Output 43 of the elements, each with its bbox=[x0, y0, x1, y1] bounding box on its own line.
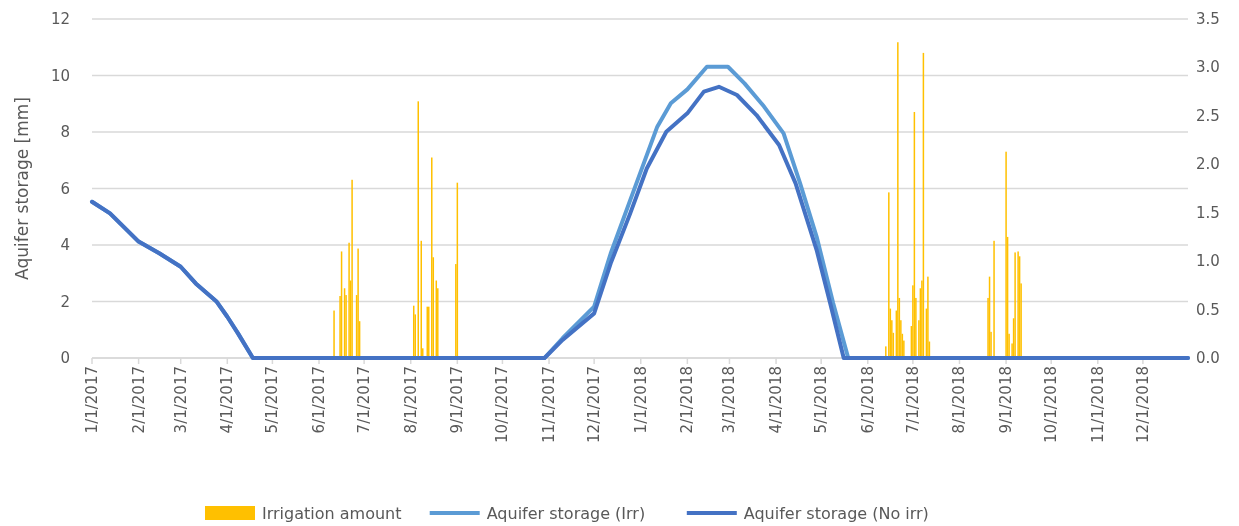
x-tick-label: 12/1/2017 bbox=[585, 366, 604, 443]
y-tick-label: 10 bbox=[50, 66, 70, 85]
y2-tick-label: 0.0 bbox=[1196, 349, 1220, 367]
x-tick-label: 11/1/2018 bbox=[1088, 366, 1107, 443]
legend-label: Irrigation amount bbox=[262, 504, 402, 523]
x-tick-label: 8/1/2017 bbox=[401, 366, 420, 434]
x-tick-label: 5/1/2017 bbox=[263, 366, 282, 434]
y-tick-label: 8 bbox=[60, 123, 70, 141]
x-tick-label: 3/1/2017 bbox=[171, 366, 190, 434]
y2-tick-label: 3.5 bbox=[1196, 10, 1220, 28]
y-tick-label: 0 bbox=[60, 349, 70, 367]
x-tick-label: 3/1/2018 bbox=[720, 366, 739, 434]
y2-tick-label: 2.0 bbox=[1196, 155, 1220, 174]
x-tick-label: 9/1/2018 bbox=[997, 366, 1016, 434]
x-tick-label: 6/1/2018 bbox=[858, 366, 877, 434]
x-tick-label: 5/1/2018 bbox=[812, 366, 831, 434]
x-tick-label: 1/1/2018 bbox=[631, 366, 650, 434]
x-tick-label: 2/1/2017 bbox=[129, 366, 148, 434]
x-tick-label: 1/1/2017 bbox=[83, 366, 101, 434]
y-tick-label: 4 bbox=[60, 236, 70, 254]
x-tick-label: 4/1/2017 bbox=[218, 366, 237, 434]
x-tick-label: 9/1/2017 bbox=[448, 366, 467, 434]
y-tick-label: 12 bbox=[50, 10, 70, 28]
x-tick-label: 4/1/2018 bbox=[767, 366, 786, 434]
x-tick-label: 2/1/2018 bbox=[678, 366, 697, 434]
y2-tick-label: 3.0 bbox=[1196, 58, 1220, 77]
x-tick-label: 8/1/2018 bbox=[950, 366, 969, 434]
x-tick-label: 7/1/2018 bbox=[903, 366, 922, 434]
x-tick-label: 10/1/2017 bbox=[493, 366, 512, 443]
legend-label: Aquifer storage (Irr) bbox=[486, 504, 646, 523]
x-tick-label: 10/1/2018 bbox=[1042, 366, 1061, 443]
x-tick-label: 6/1/2017 bbox=[310, 366, 329, 434]
y2-tick-label: 1.5 bbox=[1196, 203, 1220, 222]
legend-label: Aquifer storage (No irr) bbox=[743, 504, 929, 523]
y-tick-label: 6 bbox=[60, 179, 70, 198]
y2-tick-label: 1.0 bbox=[1196, 252, 1220, 271]
y2-tick-label: 2.5 bbox=[1196, 106, 1220, 125]
x-tick-label: 11/1/2017 bbox=[540, 366, 559, 443]
y-axis-title: Aquifer storage [mm] bbox=[12, 97, 32, 280]
y2-tick-label: 0.5 bbox=[1196, 300, 1220, 319]
x-tick-label: 12/1/2018 bbox=[1133, 366, 1152, 443]
x-tick-label: 7/1/2017 bbox=[355, 366, 374, 434]
y-tick-label: 2 bbox=[60, 292, 70, 311]
